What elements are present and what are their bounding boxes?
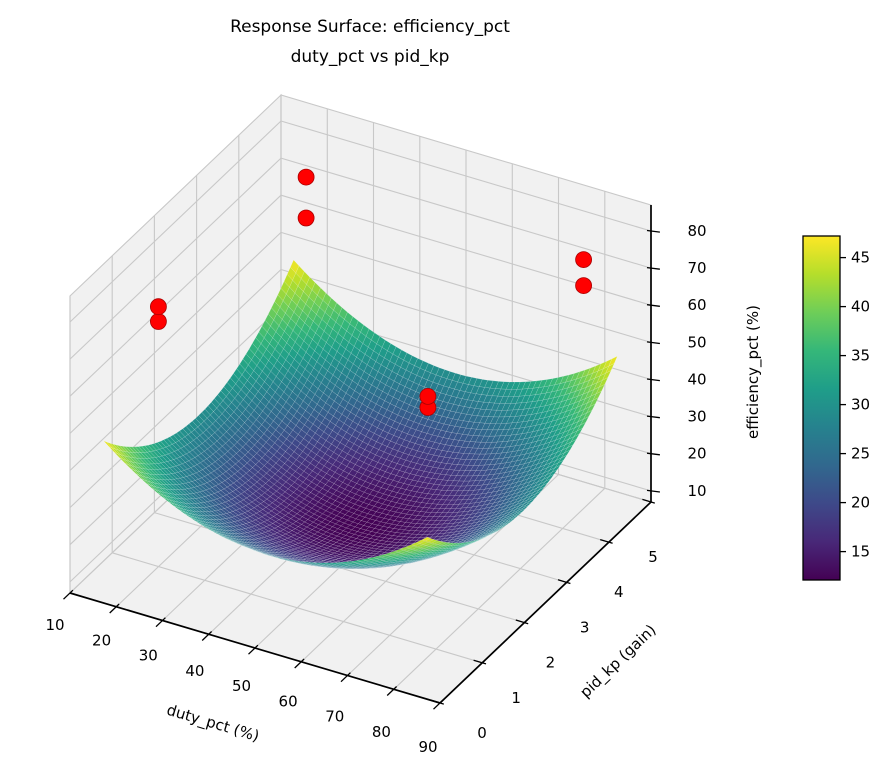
z-tick (646, 489, 660, 493)
y-tick-label: 3 (580, 618, 590, 636)
y-tick (515, 619, 529, 625)
z-tick (646, 304, 660, 307)
chart-title-line2: duty_pct vs pid_kp (290, 47, 450, 67)
z-tick-label: 10 (687, 482, 706, 500)
gridline (280, 157, 652, 269)
x-tick (386, 686, 398, 696)
response-surface-mesh (103, 259, 618, 570)
scatter-point (575, 277, 592, 295)
x-tick (433, 699, 444, 710)
y-tick-label: 0 (477, 724, 487, 742)
x-tick (340, 672, 351, 683)
y-tick (600, 538, 613, 544)
x-tick (201, 631, 213, 641)
x-tick (248, 644, 259, 655)
chart-title-line1: Response Surface: efficiency_pct (230, 17, 510, 37)
colorbar: 15 20 25 30 35 40 45 (802, 235, 870, 581)
z-tick (646, 415, 660, 419)
x-tick (155, 617, 166, 628)
z-tick-label: 70 (687, 259, 706, 277)
z-tick (646, 452, 660, 456)
gridline (280, 268, 652, 381)
scatter-point (419, 387, 437, 405)
colorbar-tick-label: 45 (851, 249, 870, 267)
gridline (69, 157, 282, 360)
gridline (69, 306, 282, 508)
colorbar-tick-label: 30 (851, 396, 870, 414)
x-tick-label: 50 (232, 677, 251, 695)
z-tick-label: 30 (687, 408, 706, 426)
x-tick-label: 10 (45, 616, 64, 634)
x-tick-label: 80 (372, 723, 391, 741)
tick-marks-and-labels: 10 20 30 40 50 60 70 80 90 0 1 2 3 4 5 10 20 30 40 50 60 70 80 (45, 222, 706, 756)
z-tick (646, 266, 660, 270)
y-tick (642, 498, 655, 504)
colorbar-tick-label: 40 (851, 298, 870, 316)
z-tick-label: 40 (687, 371, 706, 389)
x-tick-label: 40 (185, 662, 204, 680)
colorbar-tick-label: 15 (851, 543, 870, 561)
y-tick (557, 579, 571, 585)
surface-quad (582, 409, 593, 420)
colorbar-tick-label: 35 (851, 347, 870, 365)
x-tick (63, 589, 74, 600)
gridline (393, 487, 606, 690)
z-tick (646, 341, 660, 345)
y-axis-line (439, 501, 652, 704)
colorbar-gradient-bar (803, 236, 840, 580)
colorbar-tick-label: 20 (851, 494, 870, 512)
x-tick-label: 60 (279, 692, 298, 710)
y-tick-label: 2 (546, 654, 556, 672)
y-tick (431, 699, 444, 705)
x-tick-label: 20 (92, 631, 111, 649)
scatter-point (297, 209, 315, 227)
gridline (69, 269, 282, 471)
y-tick (473, 659, 487, 665)
gridline (69, 120, 282, 323)
x-tick-label: 70 (325, 708, 344, 726)
z-tick (646, 229, 660, 233)
x-tick-label: 90 (418, 738, 437, 756)
z-tick (646, 378, 660, 382)
z-tick-label: 60 (687, 296, 706, 314)
x-tick (109, 603, 120, 614)
surface-quad (573, 427, 584, 438)
z-axis-label: efficiency_pct (%) (744, 305, 762, 439)
z-tick-label: 50 (687, 333, 706, 351)
scatter-point (575, 251, 592, 269)
z-tick-label: 80 (687, 222, 706, 240)
x-tick (294, 658, 305, 669)
chart-title: Response Surface: efficiency_pct duty_pc… (230, 12, 510, 72)
gridline (280, 231, 652, 343)
y-tick-label: 5 (648, 548, 658, 566)
scatter-point (297, 168, 315, 186)
z-tick-label: 20 (687, 445, 706, 463)
y-tick-label: 1 (511, 689, 521, 707)
scatter-point (149, 313, 167, 330)
gridline (280, 120, 652, 232)
scatter-point (149, 298, 167, 316)
gridline (69, 194, 282, 397)
gridline (69, 232, 282, 434)
colorbar-tick-label: 25 (851, 445, 870, 463)
y-tick-label: 4 (614, 583, 624, 601)
x-tick-label: 30 (139, 647, 158, 665)
